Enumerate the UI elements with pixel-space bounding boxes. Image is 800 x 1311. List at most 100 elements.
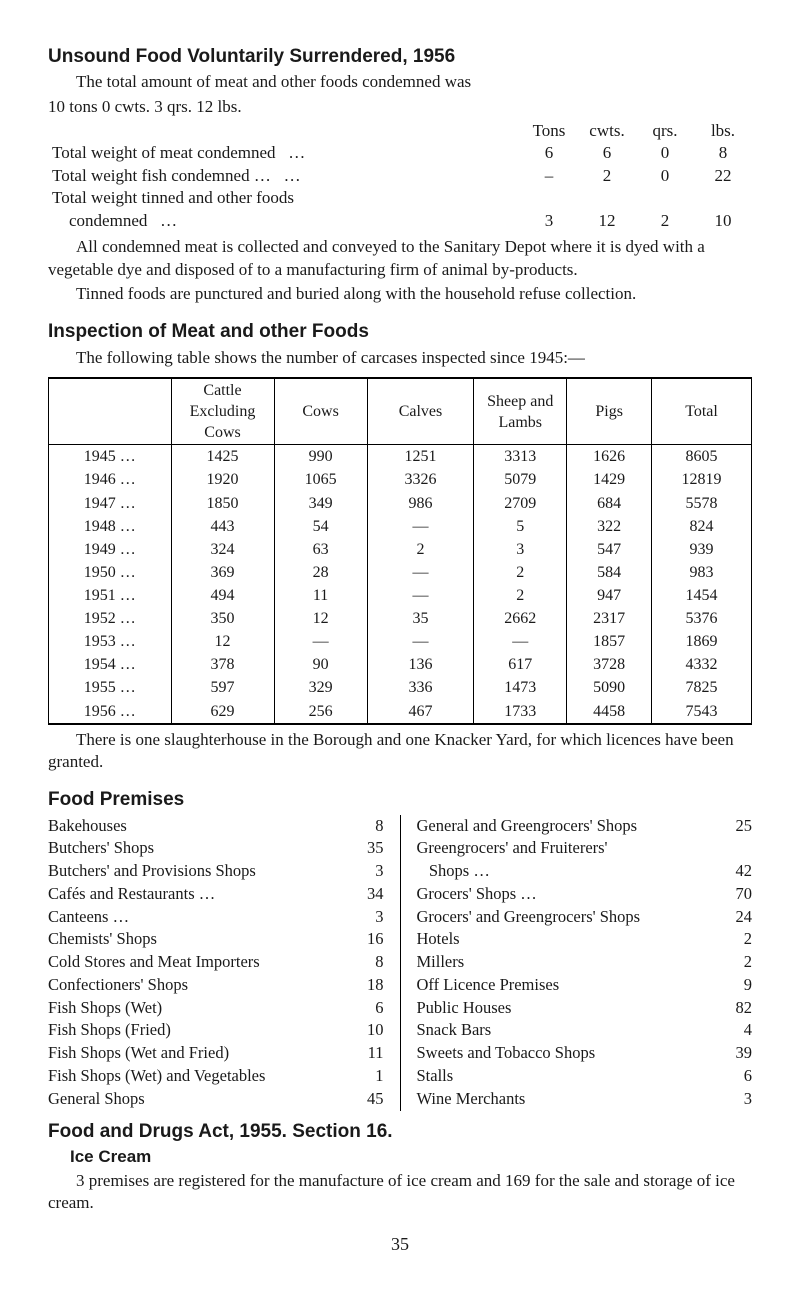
row-label: Total weight tinned and other foods: [48, 187, 520, 209]
list-item: Butchers' and Provisions Shops3: [48, 860, 384, 882]
table-cell: 1626: [567, 445, 652, 469]
col-tons: Tons: [520, 120, 578, 142]
list-item: Grocers' Shops … 70: [417, 883, 753, 905]
cell-lbs: 10: [694, 210, 752, 232]
table-cell: —: [367, 630, 474, 653]
cell-qrs: 0: [636, 165, 694, 187]
table-row: 1950 …36928—2584983: [49, 561, 752, 584]
condemned-weight-table: Tons cwts. qrs. lbs. Total weight of mea…: [48, 120, 752, 232]
premises-label: Snack Bars: [417, 1019, 492, 1041]
list-item: Butchers' Shops35: [48, 837, 384, 859]
table-header-row: Cattle Excluding Cows Cows Calves Sheep …: [49, 378, 752, 445]
table-cell: 617: [474, 653, 567, 676]
premises-count: 18: [350, 974, 384, 996]
table-cell: 5090: [567, 676, 652, 699]
col-cattle: Cattle Excluding Cows: [171, 378, 274, 445]
premises-label: Public Houses: [417, 997, 512, 1019]
cell-qrs: 0: [636, 142, 694, 164]
table-cell: 11: [274, 584, 367, 607]
table-row: 1948 …44354—5322824: [49, 515, 752, 538]
col-cwts: cwts.: [578, 120, 636, 142]
premises-label: Cafés and Restaurants …: [48, 883, 215, 905]
premises-count: 9: [718, 974, 752, 996]
premises-label: Butchers' and Provisions Shops: [48, 860, 256, 882]
list-item: Canteens … 3: [48, 906, 384, 928]
premises-label: Grocers' and Greengrocers' Shops: [417, 906, 641, 928]
list-item: Bakehouses8: [48, 815, 384, 837]
premises-count: 1: [350, 1065, 384, 1087]
table-cell: 2662: [474, 607, 567, 630]
premises-label: Canteens …: [48, 906, 129, 928]
table-cell: 3: [474, 538, 567, 561]
table-row: 1949 …3246323547939: [49, 538, 752, 561]
table-cell: 939: [652, 538, 752, 561]
table-cell: 1956 …: [49, 700, 172, 724]
table-cell: 3326: [367, 468, 474, 491]
table-cell: 2: [367, 538, 474, 561]
table-cell: 4332: [652, 653, 752, 676]
premises-label: Cold Stores and Meat Importers: [48, 951, 260, 973]
table-cell: 1951 …: [49, 584, 172, 607]
list-item: General and Greengrocers' Shops25: [417, 815, 753, 837]
table-row: 1955 …597329336147350907825: [49, 676, 752, 699]
premises-count: 42: [718, 860, 752, 882]
table-cell: 3313: [474, 445, 567, 469]
table-cell: 349: [274, 492, 367, 515]
table-cell: 1950 …: [49, 561, 172, 584]
premises-label: Stalls: [417, 1065, 454, 1087]
text-ice-cream: Ice Cream: [70, 1147, 151, 1166]
list-item: Stalls6: [417, 1065, 753, 1087]
list-item: Snack Bars 4: [417, 1019, 753, 1041]
table-cell: 2317: [567, 607, 652, 630]
table-cell: 1869: [652, 630, 752, 653]
cell-tons: 3: [520, 210, 578, 232]
table-cell: 324: [171, 538, 274, 561]
carcase-inspection-table: Cattle Excluding Cows Cows Calves Sheep …: [48, 377, 752, 725]
table-cell: 1920: [171, 468, 274, 491]
premises-label: Wine Merchants: [417, 1088, 526, 1110]
table-header-row: Tons cwts. qrs. lbs.: [48, 120, 752, 142]
table-row: 1946 …1920106533265079142912819: [49, 468, 752, 491]
premises-count: 35: [350, 837, 384, 859]
table-cell: 256: [274, 700, 367, 724]
col-year: [49, 378, 172, 445]
table-cell: 1954 …: [49, 653, 172, 676]
table-cell: 63: [274, 538, 367, 561]
col-qrs: qrs.: [636, 120, 694, 142]
table-cell: 5079: [474, 468, 567, 491]
premises-count: 16: [350, 928, 384, 950]
premises-label: Fish Shops (Wet) and Vegetables: [48, 1065, 265, 1087]
premises-label: Millers: [417, 951, 465, 973]
para-tinned: Tinned foods are punctured and buried al…: [48, 283, 752, 305]
premises-count: 3: [350, 906, 384, 928]
premises-count: 82: [718, 997, 752, 1019]
food-premises-left: Bakehouses8Butchers' Shops35Butchers' an…: [48, 815, 384, 1111]
premises-label: Fish Shops (Fried): [48, 1019, 171, 1041]
table-cell: 378: [171, 653, 274, 676]
table-cell: 983: [652, 561, 752, 584]
premises-count: 2: [718, 951, 752, 973]
table-cell: 1946 …: [49, 468, 172, 491]
table-cell: 12: [274, 607, 367, 630]
table-row: 1951 …49411—29471454: [49, 584, 752, 607]
table-cell: 4458: [567, 700, 652, 724]
table-cell: 1955 …: [49, 676, 172, 699]
list-item: General Shops45: [48, 1088, 384, 1110]
premises-count: 4: [718, 1019, 752, 1041]
cell-cwts: [578, 187, 636, 209]
premises-count: 10: [350, 1019, 384, 1041]
table-cell: 1850: [171, 492, 274, 515]
premises-label: Grocers' Shops …: [417, 883, 537, 905]
table-cell: 1251: [367, 445, 474, 469]
table-cell: 1857: [567, 630, 652, 653]
table-row: Total weight fish condemned … …–2022: [48, 165, 752, 187]
list-item: Shops …42: [417, 860, 753, 882]
premises-count: 24: [718, 906, 752, 928]
row-label: condemned …: [48, 210, 520, 232]
premises-label: Sweets and Tobacco Shops: [417, 1042, 596, 1064]
table-row: 1952 …3501235266223175376: [49, 607, 752, 630]
premises-count: 70: [718, 883, 752, 905]
list-item: Fish Shops (Wet and Fried)11: [48, 1042, 384, 1064]
premises-label: Fish Shops (Wet and Fried): [48, 1042, 229, 1064]
list-item: Cafés and Restaurants …34: [48, 883, 384, 905]
